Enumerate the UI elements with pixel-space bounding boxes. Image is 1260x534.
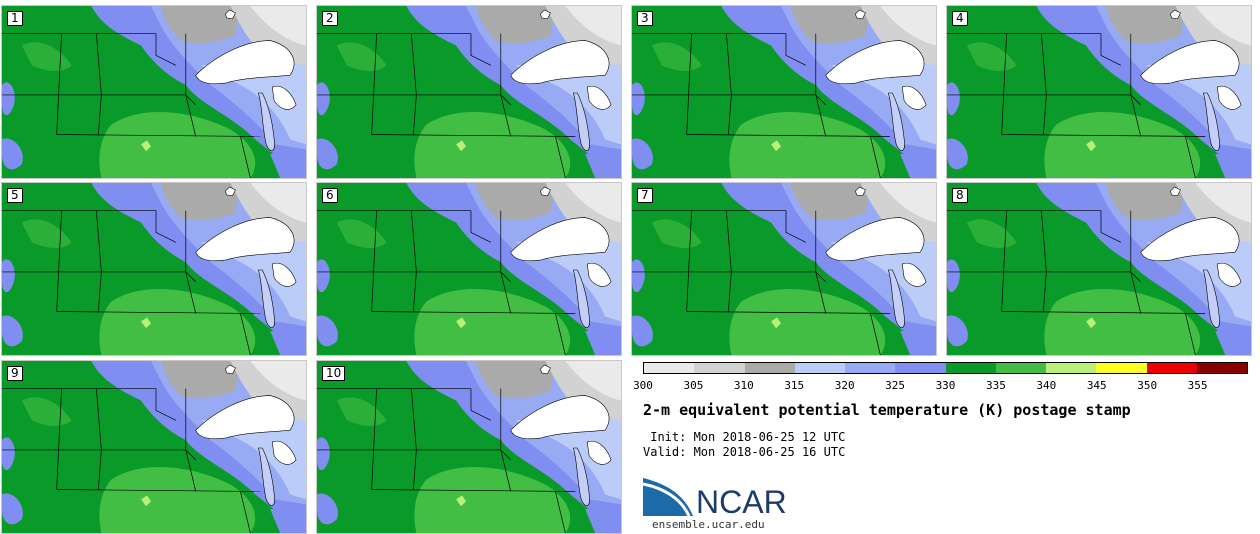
colorbar-segment <box>1096 363 1147 373</box>
panel-label: 5 <box>7 188 23 203</box>
panel-label: 2 <box>322 11 338 26</box>
panel-label: 1 <box>7 11 23 26</box>
panel-label: 9 <box>7 366 23 381</box>
colorbar-tick-label: 325 <box>885 379 906 392</box>
colorbar-tick-label: 355 <box>1187 379 1208 392</box>
panel-label: 10 <box>322 366 346 381</box>
colorbar-segment <box>794 363 845 373</box>
map-panel-8: 8 <box>946 182 1252 356</box>
map-panel-6: 6 <box>316 182 622 356</box>
colorbar-segment <box>945 363 996 373</box>
panel-label: 8 <box>952 188 968 203</box>
logo-url: ensemble.ucar.edu <box>652 518 765 531</box>
colorbar-segment <box>644 363 695 373</box>
colorbar-segment <box>845 363 896 373</box>
map-panel-9: 9 <box>1 360 307 534</box>
colorbar-tick-label: 305 <box>683 379 704 392</box>
colorbar-tick-label: 345 <box>1086 379 1107 392</box>
map-panel-10: 10 <box>316 360 622 534</box>
map-panel-1: 1 <box>1 5 307 179</box>
colorbar-tick-label: 300 <box>633 379 653 392</box>
colorbar-segment <box>1046 363 1097 373</box>
colorbar <box>643 362 1248 374</box>
colorbar-tick-label: 335 <box>985 379 1006 392</box>
logo-name: NCAR <box>696 484 787 520</box>
colorbar-segment <box>744 363 795 373</box>
panel-label: 7 <box>637 188 653 203</box>
map-panel-5: 5 <box>1 182 307 356</box>
panel-label: 4 <box>952 11 968 26</box>
colorbar-tick-label: 330 <box>935 379 956 392</box>
ncar-logo-icon <box>643 478 693 517</box>
colorbar-tick-label: 310 <box>733 379 754 392</box>
colorbar-tick-label: 350 <box>1137 379 1158 392</box>
colorbar-segment <box>1196 363 1247 373</box>
chart-title: 2-m equivalent potential temperature (K)… <box>643 401 1131 419</box>
colorbar-tick-label: 315 <box>784 379 805 392</box>
map-panel-4: 4 <box>946 5 1252 179</box>
colorbar-segment <box>995 363 1046 373</box>
map-panel-3: 3 <box>631 5 937 179</box>
map-panel-7: 7 <box>631 182 937 356</box>
colorbar-segment <box>895 363 946 373</box>
init-time: Init: Mon 2018-06-25 12 UTC <box>643 430 846 444</box>
colorbar-ticks: 300 305 310 315 320 325 330 335 340 345 350 355 <box>633 379 1248 393</box>
colorbar-tick-label: 340 <box>1036 379 1057 392</box>
panel-label: 6 <box>322 188 338 203</box>
colorbar-segment <box>694 363 745 373</box>
map-panel-2: 2 <box>316 5 622 179</box>
colorbar-tick-label: 320 <box>834 379 855 392</box>
colorbar-segment <box>1146 363 1197 373</box>
valid-time: Valid: Mon 2018-06-25 16 UTC <box>643 445 846 459</box>
panel-label: 3 <box>637 11 653 26</box>
